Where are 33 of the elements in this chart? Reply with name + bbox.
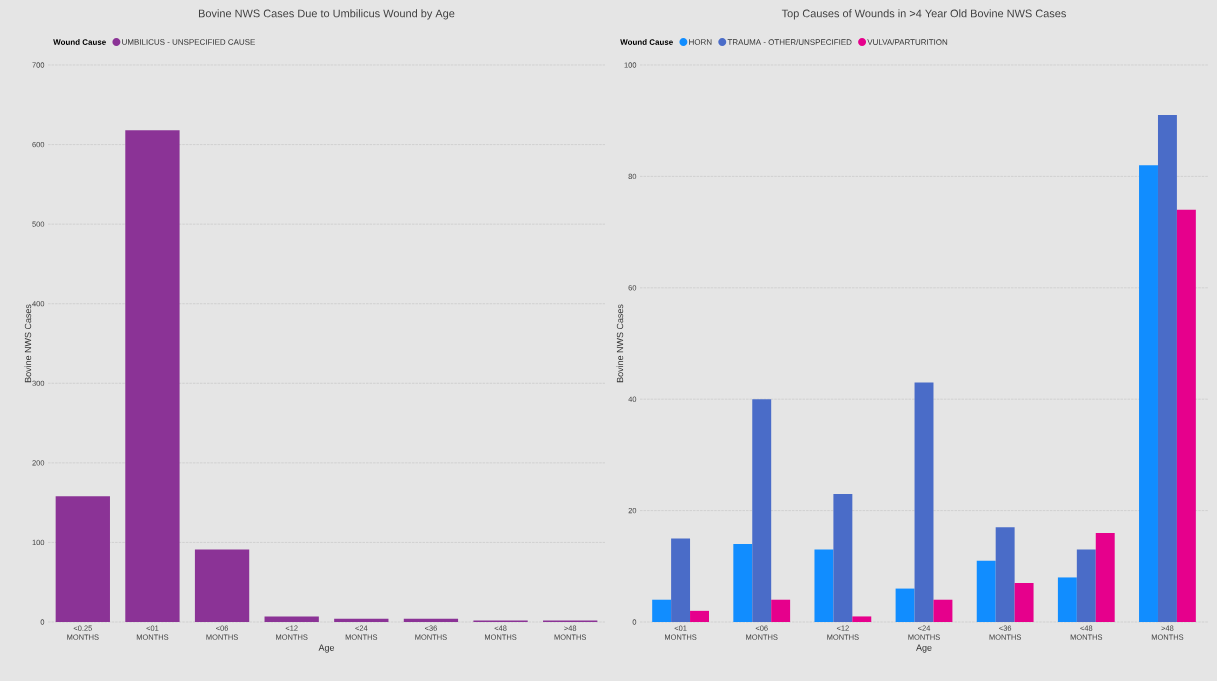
bar (55, 496, 110, 622)
bar (771, 599, 791, 622)
bar (914, 382, 934, 622)
chart-title: Bovine NWS Cases Due to Umbilicus Wound by Age (198, 9, 455, 20)
bar (852, 616, 872, 622)
bar (690, 610, 709, 622)
x-axis-title: Age (318, 644, 335, 653)
bar (1076, 549, 1096, 622)
chart-title: Top Causes of Wounds in >4 Year Old Bovine NWS Cases (781, 9, 1066, 20)
bar (125, 130, 180, 622)
bar (403, 618, 459, 622)
bar (1157, 115, 1177, 622)
bar (1095, 532, 1115, 622)
bar (976, 560, 996, 622)
bar (1176, 209, 1196, 622)
bar (264, 616, 319, 622)
bar (814, 549, 834, 622)
bar (1057, 577, 1077, 622)
y-axis-title: Bovine NWS Cases (24, 304, 32, 383)
bar (752, 399, 772, 622)
bar (1139, 165, 1158, 622)
bar (733, 544, 753, 622)
bar (1014, 583, 1034, 622)
x-axis-title: Age (916, 644, 932, 653)
y-axis-title: Bovine NWS Cases (616, 304, 624, 383)
bar (671, 538, 691, 622)
bar (833, 493, 853, 622)
bar (933, 599, 953, 622)
bar (995, 527, 1015, 622)
bar (334, 618, 389, 622)
bar (652, 599, 672, 622)
bar (895, 588, 915, 622)
bar (194, 549, 250, 622)
